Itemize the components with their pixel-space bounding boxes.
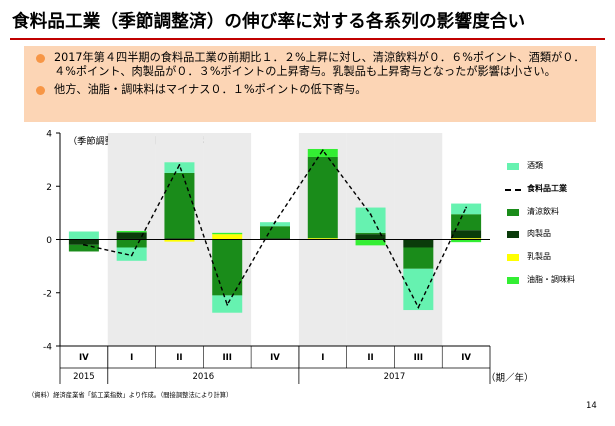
total-line-point	[82, 243, 85, 246]
summary-bullet-text: 他方、油脂・調味料はマイナス０．１%ポイントの低下寄与。	[54, 82, 367, 96]
bar-segment	[451, 239, 482, 243]
quarter-label: IV	[79, 353, 89, 363]
legend-label: 油脂・調味料	[527, 274, 575, 284]
bullet-dot-icon	[36, 54, 45, 63]
bar-segment	[355, 207, 386, 233]
legend-label: 食料品工業	[527, 183, 567, 193]
year-label: 2015	[73, 372, 95, 382]
bar-segment	[451, 238, 482, 240]
bar-segment	[451, 214, 482, 231]
total-line-point	[274, 221, 276, 224]
total-line-point	[130, 254, 133, 257]
y-tick-label: 4	[46, 130, 52, 140]
legend-label: 清涼飲料	[527, 206, 559, 216]
year-label: 2016	[193, 372, 215, 382]
quarter-label: II	[176, 353, 182, 363]
bar-segment	[68, 244, 99, 252]
bar-segment	[164, 238, 195, 240]
legend-color-swatch	[507, 254, 519, 262]
legend-color-swatch	[507, 208, 519, 216]
bar-segment	[164, 239, 195, 242]
bar-segment	[260, 226, 290, 239]
bar-segment	[355, 232, 386, 235]
total-line-point	[465, 206, 468, 209]
bar-segment	[307, 156, 338, 239]
bar-segment	[212, 232, 243, 235]
quarter-label: II	[367, 353, 373, 363]
bar-segment	[403, 268, 434, 311]
summary-bullet-1: 2017年第４四半期の食料品工業の前期比１．２%上昇に対し、清涼飲料が０．６%ポ…	[36, 51, 588, 80]
page-number: 14	[586, 401, 597, 411]
bar-segment	[116, 230, 147, 233]
quarter-label: IV	[270, 353, 280, 363]
bar-segment	[212, 234, 243, 240]
bar-segment	[164, 162, 195, 173]
legend-label: 酒類	[527, 161, 543, 170]
summary-bullet-text: 2017年第４四半期の食料品工業の前期比１．２%上昇に対し、清涼飲料が０．６%ポ…	[54, 51, 585, 79]
bar-segment	[403, 239, 434, 248]
bar-segment	[212, 239, 243, 296]
bar-segment	[403, 247, 434, 269]
total-line-point	[369, 213, 372, 216]
legend-color-swatch	[507, 231, 519, 239]
bar-segment	[260, 222, 290, 227]
y-tick-label: -4	[43, 343, 52, 353]
year-label: 2017	[384, 372, 406, 382]
bullet-dot-icon	[36, 85, 45, 95]
bar-segment	[451, 230, 482, 239]
total-line-point	[321, 149, 324, 152]
bar-segment	[116, 239, 147, 248]
quarter-label: I	[130, 353, 133, 363]
bar-segment	[451, 203, 482, 215]
summary-box: 2017年第４四半期の食料品工業の前期比１．２%上昇に対し、清涼飲料が０．６%ポ…	[24, 46, 596, 122]
x-axis-unit: （期／年）	[486, 373, 534, 384]
summary-bullet-2: 他方、油脂・調味料はマイナス０．１%ポイントの低下寄与。	[36, 83, 588, 97]
total-line-point	[417, 306, 420, 309]
title-underline	[10, 38, 605, 40]
slide-title: 食料品工業（季節調整済）の伸び率に対する各系列の影響度合い	[12, 12, 526, 32]
quarter-label: I	[321, 353, 324, 363]
y-tick-label: 2	[46, 183, 52, 193]
legend-line-swatch	[505, 188, 521, 191]
legend-label: 乳製品	[527, 252, 551, 262]
bar-segment	[260, 238, 290, 240]
total-line-point	[226, 303, 229, 306]
bar-segment	[164, 172, 195, 239]
y-tick-label: -2	[43, 289, 52, 299]
quarter-label: III	[222, 353, 232, 363]
legend-label: 肉製品	[527, 229, 551, 239]
bar-segment	[307, 148, 338, 157]
bar-segment	[116, 232, 147, 239]
bar-segment	[355, 240, 386, 246]
y-tick-label: 0	[46, 236, 52, 246]
bar-segment	[68, 239, 99, 245]
bar-segment	[307, 238, 338, 240]
quarter-label: IV	[461, 353, 471, 363]
quarter-label: III	[414, 353, 424, 363]
bar-segment	[355, 234, 386, 240]
source-note: （資料）経済産業省「鉱工業指数」より作成。（間接調整法により計算）	[28, 392, 233, 399]
legend-color-swatch	[507, 163, 519, 170]
bar-segment	[68, 231, 99, 240]
legend-color-swatch	[507, 276, 519, 284]
total-line-point	[178, 164, 181, 166]
